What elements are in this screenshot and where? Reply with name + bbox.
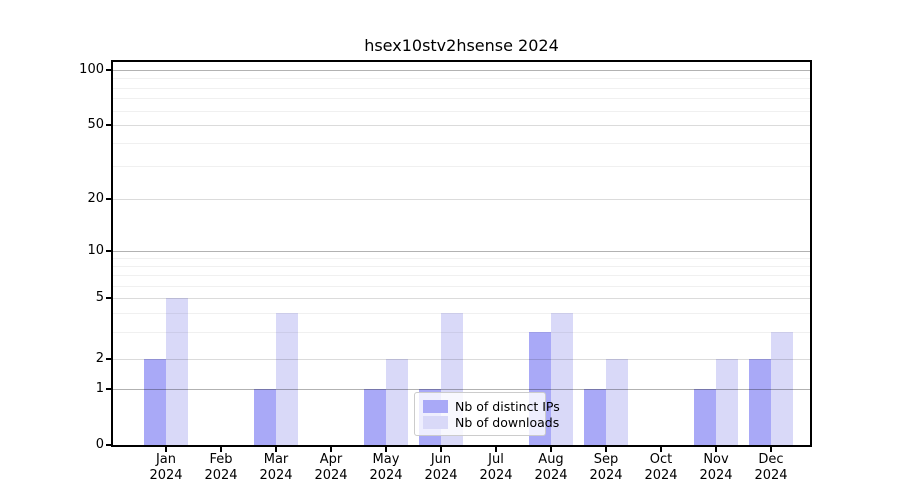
x-tick-label-aug: Aug 2024 [523,452,579,483]
y-tick-label: 10 [87,243,104,258]
gridline-minor [113,313,810,314]
x-tick-mark [495,447,497,452]
bar-downloads-sep [606,359,628,445]
y-tick-mark [106,124,111,126]
x-tick-mark [220,447,222,452]
bar-distinct-ips-sep [584,389,606,445]
gridline-minor [113,78,810,79]
axis-spine-top [111,60,812,62]
x-tick-label-year: 2024 [479,467,513,483]
y-tick-label: 1 [95,381,104,396]
x-tick-label-year: 2024 [534,467,568,483]
x-tick-label-nov: Nov 2024 [688,452,744,483]
x-tick-mark [770,447,772,452]
x-tick-label-year: 2024 [754,467,788,483]
bar-downloads-nov [716,359,738,445]
bar-downloads-mar [276,312,298,445]
y-tick-label: 100 [79,62,104,77]
legend: Nb of distinct IPs Nb of downloads [414,392,560,436]
y-tick-mark [106,69,111,71]
x-tick-label-year: 2024 [259,467,293,483]
axis-spine-left [111,60,113,447]
y-tick-mark [106,198,111,200]
legend-label: Nb of downloads [455,414,560,430]
x-tick-label-feb: Feb 2024 [193,452,249,483]
x-tick-label-jul: Jul 2024 [468,452,524,483]
x-tick-label-oct: Oct 2024 [633,452,689,483]
bar-distinct-ips-jan [144,359,166,445]
x-tick-mark [715,447,717,452]
y-tick-label: 20 [87,191,104,206]
axis-spine-bottom [111,445,812,447]
x-tick-label-may: May 2024 [358,452,414,483]
y-tick-mark [106,250,111,252]
x-tick-label-mar: Mar 2024 [248,452,304,483]
legend-swatch-distinct-ips-icon [423,399,448,413]
x-tick-label-year: 2024 [149,467,183,483]
gridline-minor [113,111,810,112]
y-tick-label: 5 [95,290,104,305]
bar-distinct-ips-mar [254,389,276,445]
x-tick-mark [385,447,387,452]
x-tick-label-jun: Jun 2024 [413,452,469,483]
gridline-minor [113,266,810,267]
axis-spine-right [810,60,812,447]
y-tick-label: 2 [95,351,104,366]
gridline-minor [113,98,810,99]
gridline-major [113,298,810,299]
legend-item: Nb of downloads [423,415,559,430]
x-tick-mark [550,447,552,452]
gridline-major [113,389,810,390]
x-tick-mark [440,447,442,452]
bar-downloads-may [386,359,408,445]
gridline-major [113,125,810,126]
y-tick-mark [106,444,111,446]
x-tick-label-year: 2024 [424,467,458,483]
x-tick-mark [330,447,332,452]
plot-area [113,62,810,445]
bar-downloads-aug [551,312,573,445]
bar-distinct-ips-nov [694,389,716,445]
x-tick-label-dec: Dec 2024 [743,452,799,483]
chart-title: hsex10stv2hsense 2024 [364,36,559,55]
legend-swatch-downloads-icon [423,415,448,429]
gridline-minor [113,143,810,144]
gridline-minor [113,166,810,167]
x-tick-label-apr: Apr 2024 [303,452,359,483]
x-tick-label-sep: Sep 2024 [578,452,634,483]
gridline-major [113,199,810,200]
gridline-minor [113,275,810,276]
x-tick-label-year: 2024 [369,467,403,483]
y-tick-mark [106,297,111,299]
x-tick-label-year: 2024 [644,467,678,483]
x-tick-mark [165,447,167,452]
bar-distinct-ips-may [364,389,386,445]
gridline-major [113,70,810,71]
bar-downloads-dec [771,332,793,445]
bar-downloads-jan [166,298,188,445]
y-tick-label: 50 [87,117,104,132]
x-tick-mark [660,447,662,452]
bar-distinct-ips-dec [749,359,771,445]
x-tick-label-year: 2024 [314,467,348,483]
gridline-minor [113,286,810,287]
x-tick-label-jan: Jan 2024 [138,452,194,483]
legend-label: Nb of distinct IPs [455,398,560,414]
y-tick-mark [106,388,111,390]
legend-item: Nb of distinct IPs [423,399,560,414]
gridline-major [113,251,810,252]
x-tick-label-year: 2024 [699,467,733,483]
gridline-major [113,359,810,360]
x-tick-mark [605,447,607,452]
x-tick-label-year: 2024 [589,467,623,483]
gridline-minor [113,88,810,89]
x-tick-mark [275,447,277,452]
x-tick-label-year: 2024 [204,467,238,483]
y-tick-mark [106,358,111,360]
gridline-minor [113,332,810,333]
gridline-minor [113,258,810,259]
y-tick-label: 0 [95,437,104,452]
